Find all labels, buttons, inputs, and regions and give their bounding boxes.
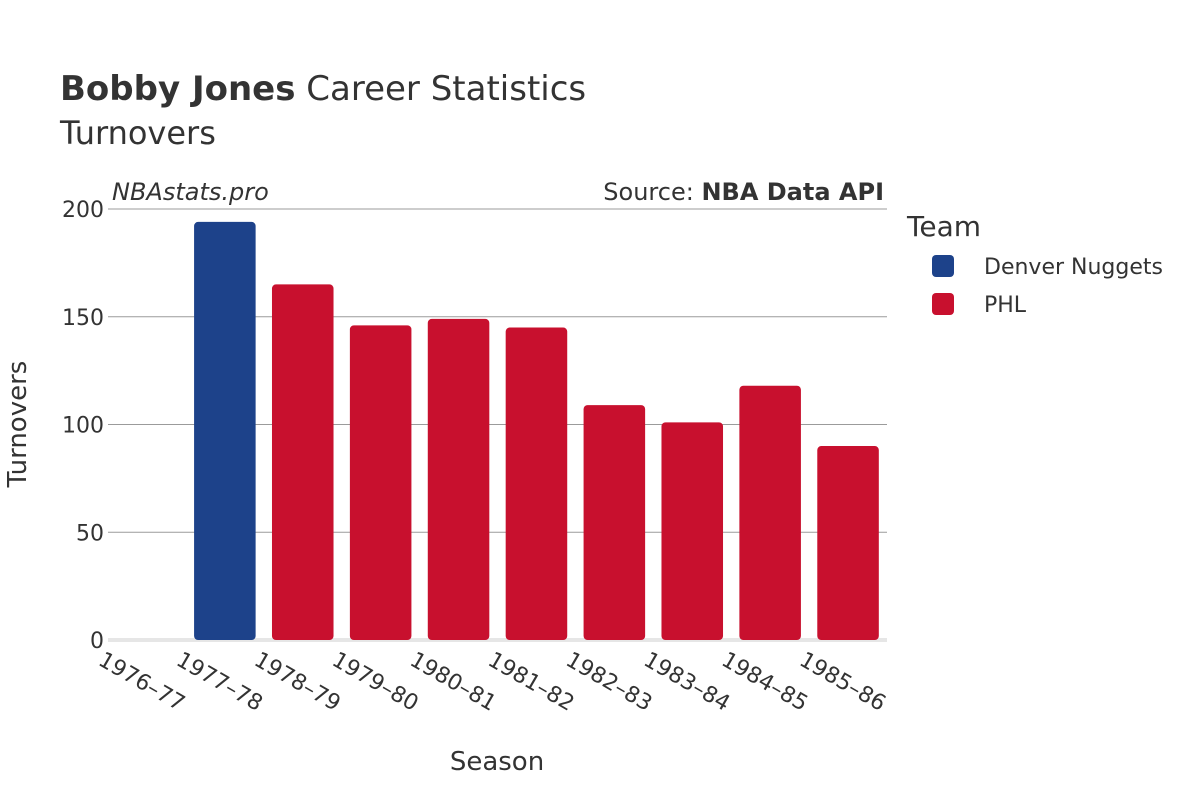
source-label: Source: NBA Data API xyxy=(603,178,884,206)
y-tick-label: 100 xyxy=(62,414,104,439)
y-tick-label: 200 xyxy=(62,198,104,223)
title-rest: Career Statistics xyxy=(295,69,586,109)
x-tick-label: 1982–83 xyxy=(561,648,656,717)
source-prefix: Source: xyxy=(603,178,701,206)
y-tick-label: 150 xyxy=(62,306,104,331)
bar xyxy=(583,405,646,640)
y-tick-labels: 0 50 100 150 200 xyxy=(62,198,104,654)
bar xyxy=(817,446,879,640)
x-tick-label: 1978–79 xyxy=(250,648,345,717)
legend-swatch xyxy=(932,255,954,277)
x-tick-label: 1979–80 xyxy=(328,648,423,717)
x-tick-label: 1983–84 xyxy=(639,648,734,717)
chart-title: Bobby Jones Career Statistics xyxy=(60,69,586,109)
bars xyxy=(194,221,879,640)
bar xyxy=(739,385,801,640)
x-tick-label: 1984–85 xyxy=(717,648,812,717)
x-tick-label: 1985–86 xyxy=(795,648,890,717)
source-name: NBA Data API xyxy=(701,178,884,206)
watermark: NBAstats.pro xyxy=(112,178,269,206)
y-tick-label: 50 xyxy=(76,521,104,546)
bar xyxy=(661,422,724,640)
bar xyxy=(194,221,256,640)
legend-label: Denver Nuggets xyxy=(984,255,1163,280)
legend-label: PHL xyxy=(984,293,1027,318)
x-tick-label: 1980–81 xyxy=(406,648,501,717)
bar xyxy=(349,325,412,640)
legend-swatch xyxy=(932,293,954,315)
y-tick-label: 0 xyxy=(90,629,104,654)
chart-subtitle: Turnovers xyxy=(59,114,216,152)
bar xyxy=(505,327,568,640)
x-tick-labels: 1976–771977–781978–791979–801980–811981–… xyxy=(94,648,890,717)
x-axis-title: Season xyxy=(450,747,544,777)
x-tick-label: 1981–82 xyxy=(483,648,578,717)
title-player: Bobby Jones xyxy=(60,69,295,109)
y-axis-title: Turnovers xyxy=(3,361,33,489)
x-tick-label: 1977–78 xyxy=(172,648,267,717)
legend-title: Team xyxy=(906,210,981,243)
x-tick-label: 1976–77 xyxy=(94,648,189,717)
bar xyxy=(427,318,490,640)
legend: Denver Nuggets PHL xyxy=(932,255,1163,318)
bar xyxy=(271,284,334,640)
